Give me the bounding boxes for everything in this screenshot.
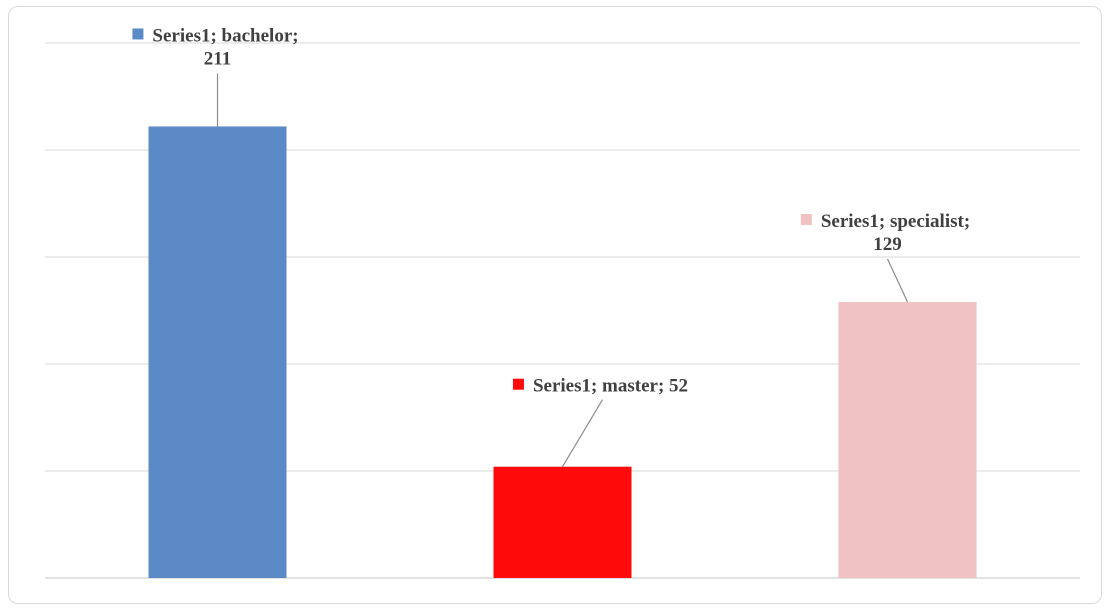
- bar-bachelor: [148, 126, 287, 579]
- legend-key-master: [512, 378, 524, 390]
- data-labels: Series1; bachelor;211 Series1; master; 52…: [132, 25, 970, 468]
- data-label-bachelor: Series1; bachelor;: [152, 25, 298, 46]
- leader-line-master: [561, 399, 604, 468]
- legend-key-bachelor: [132, 28, 144, 40]
- bar-master: [493, 466, 632, 578]
- data-label-value-bachelor: 211: [204, 48, 231, 69]
- bars: [148, 126, 977, 579]
- data-label-value-specialist: 129: [873, 234, 902, 255]
- legend-key-specialist: [800, 213, 812, 225]
- leader-line-specialist: [886, 258, 909, 303]
- data-label-master: Series1; master; 52: [533, 376, 688, 397]
- bar-specialist: [838, 301, 977, 578]
- data-label-specialist: Series1; specialist;: [821, 211, 970, 232]
